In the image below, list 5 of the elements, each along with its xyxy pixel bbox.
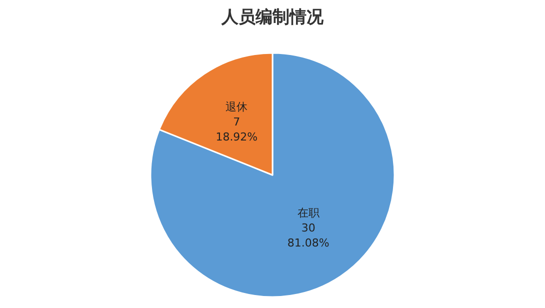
data-label: 30 81.08% bbox=[287, 222, 330, 250]
slice-label: 退休 bbox=[226, 100, 248, 114]
chart-title: 人员编制情况 bbox=[220, 8, 324, 28]
data-label: 7 18.92% bbox=[216, 115, 258, 144]
slice-label: 在职 bbox=[297, 206, 320, 220]
